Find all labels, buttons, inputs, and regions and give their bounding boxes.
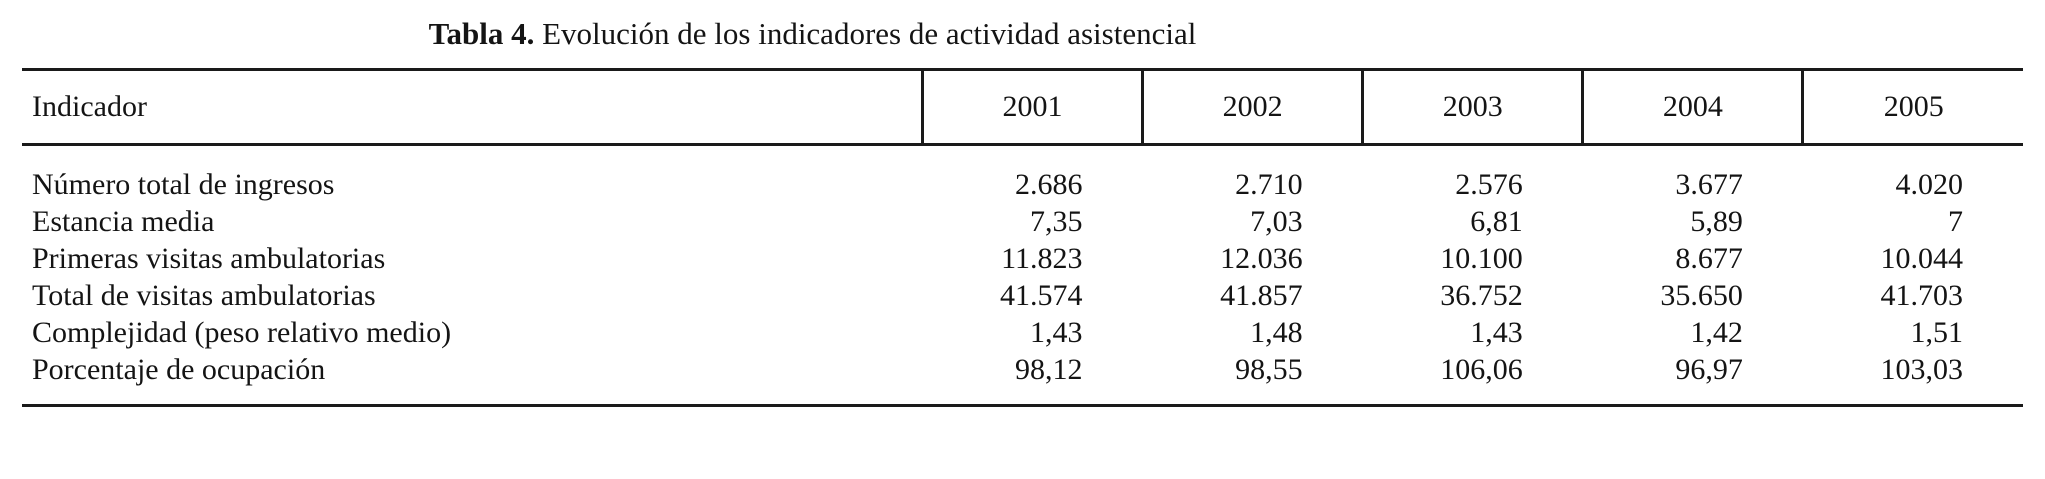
header-row: Indicador 2001 2002 2003 2004 2005 <box>22 69 2023 146</box>
value-cell: 8.677 <box>1675 242 1743 275</box>
indicator-cell: Estancia media <box>32 205 215 238</box>
value-cell: 98,12 <box>1015 353 1083 386</box>
indicator-cell: Número total de ingresos <box>32 168 335 201</box>
table-row: Porcentaje de ocupación 98,12 98,55 106,… <box>22 351 2023 406</box>
value-cell: 3.677 <box>1675 168 1743 201</box>
table-caption-text: Evolución de los indicadores de activida… <box>542 16 1197 51</box>
value-cell: 1,48 <box>1250 316 1303 349</box>
value-cell: 7 <box>1948 205 1963 238</box>
value-cell: 1,43 <box>1470 316 1523 349</box>
value-cell: 4.020 <box>1895 168 1964 201</box>
table-row: Estancia media 7,35 7,03 6,81 5,89 7 <box>22 203 2023 240</box>
value-cell: 106,06 <box>1440 353 1523 386</box>
indicators-table: Indicador 2001 2002 2003 2004 2005 Númer… <box>22 68 2023 407</box>
value-cell: 41.703 <box>1880 279 1964 312</box>
table-caption: Tabla 4. Evolución de los indicadores de… <box>0 16 1625 52</box>
value-cell: 1,43 <box>1030 316 1083 349</box>
value-cell: 35.650 <box>1660 279 1743 312</box>
value-cell: 2.710 <box>1235 168 1303 201</box>
value-cell: 2.686 <box>1015 168 1083 201</box>
col-header-year-2004: 2004 <box>1581 69 1803 146</box>
table-row: Total de visitas ambulatorias 41.574 41.… <box>22 277 2023 314</box>
table-row: Complejidad (peso relativo medio) 1,43 1… <box>22 314 2023 351</box>
col-header-year-2005: 2005 <box>1801 69 2023 146</box>
value-cell: 10.100 <box>1440 242 1523 275</box>
col-header-year-2002: 2002 <box>1141 69 1363 146</box>
value-cell: 96,97 <box>1675 353 1743 386</box>
col-header-indicator: Indicador <box>22 69 923 146</box>
value-cell: 98,55 <box>1235 353 1303 386</box>
value-cell: 7,03 <box>1250 205 1303 238</box>
value-cell: 7,35 <box>1030 205 1083 238</box>
value-cell: 2.576 <box>1455 168 1523 201</box>
value-cell: 41.574 <box>1000 279 1083 312</box>
indicator-cell: Porcentaje de ocupación <box>32 353 326 386</box>
indicator-cell: Primeras visitas ambulatorias <box>32 242 386 275</box>
value-cell: 103,03 <box>1880 353 1964 386</box>
indicator-cell: Complejidad (peso relativo medio) <box>32 316 452 349</box>
table-row: Número total de ingresos 2.686 2.710 2.5… <box>22 145 2023 204</box>
col-header-year-2003: 2003 <box>1361 69 1583 146</box>
value-cell: 11.823 <box>1001 242 1083 275</box>
value-cell: 6,81 <box>1470 205 1523 238</box>
table-caption-label: Tabla 4. <box>428 16 535 51</box>
table-row: Primeras visitas ambulatorias 11.823 12.… <box>22 240 2023 277</box>
value-cell: 1,42 <box>1690 316 1743 349</box>
value-cell: 12.036 <box>1220 242 1303 275</box>
col-header-year-2001: 2001 <box>920 69 1143 146</box>
value-cell: 10.044 <box>1880 242 1964 275</box>
indicator-cell: Total de visitas ambulatorias <box>32 279 376 312</box>
value-cell: 36.752 <box>1440 279 1523 312</box>
value-cell: 1,51 <box>1910 316 1964 349</box>
value-cell: 5,89 <box>1690 205 1743 238</box>
value-cell: 41.857 <box>1220 279 1303 312</box>
